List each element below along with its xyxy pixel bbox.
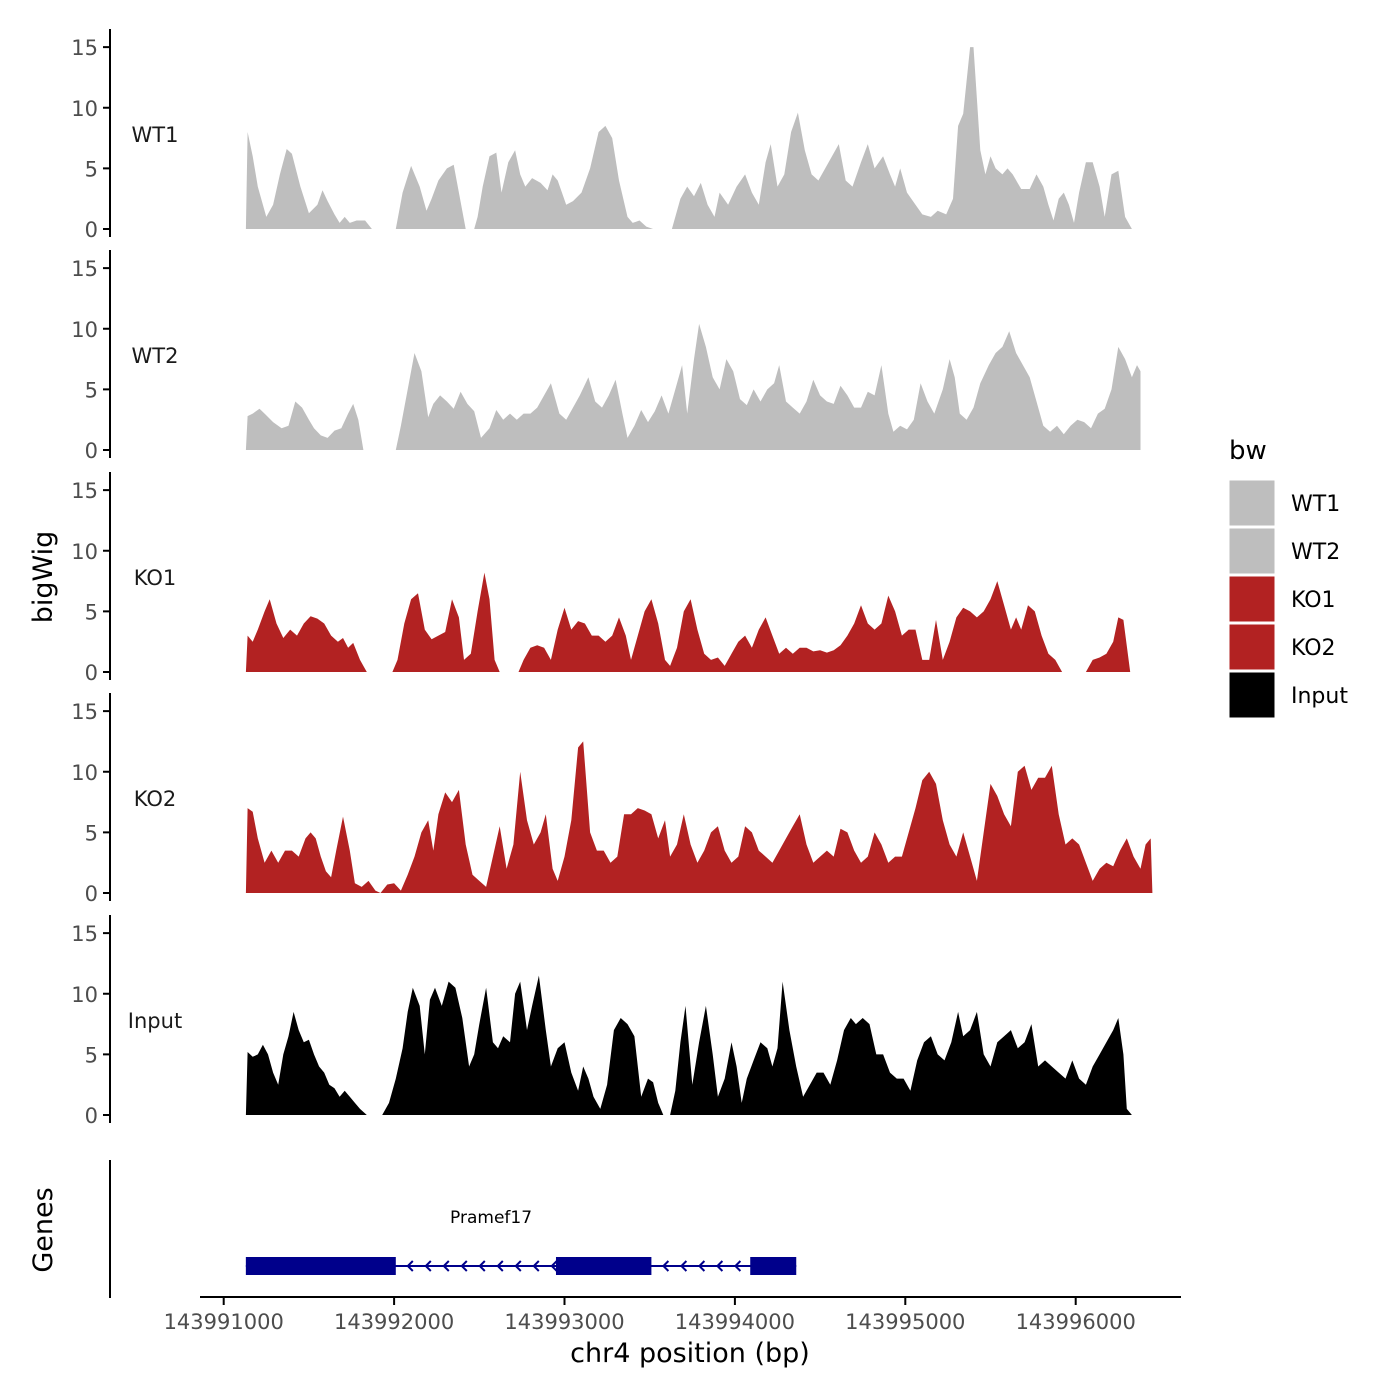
strand-arrow: [442, 1260, 450, 1272]
y-tick-label: 10: [71, 97, 98, 121]
panel-input: 0 5 10 15 Input: [71, 915, 1132, 1128]
y-tick-label: 5: [85, 378, 98, 402]
y-tick-label: 5: [85, 821, 98, 845]
y-tick-label: 5: [85, 1043, 98, 1067]
y-tick-label: 0: [85, 1104, 98, 1128]
strand-arrow: [679, 1260, 688, 1272]
coverage-area-wt2: [245, 323, 1141, 450]
gene-track: Genes Pramef17: [28, 1160, 797, 1298]
y-axis-title: bigWig: [28, 531, 59, 624]
panel-wt2: 0 5 10 15 WT2: [71, 250, 1141, 463]
legend-item-ko2: KO2: [1228, 623, 1336, 671]
y-tick-label: 10: [71, 540, 98, 564]
legend-label: WT1: [1291, 492, 1340, 517]
y-tick-label: 0: [85, 439, 98, 463]
legend-item-wt1: WT1: [1228, 479, 1340, 527]
x-axis: 143991000 143992000 143993000 143994000 1439…: [164, 1296, 1181, 1369]
legend-item-ko1: KO1: [1228, 575, 1336, 623]
gene-name-label: Pramef17: [450, 1208, 532, 1228]
strand-arrow: [406, 1260, 414, 1272]
gene-strand-arrows: [406, 1260, 742, 1272]
y-tick-label: 10: [71, 318, 98, 342]
strand-arrow: [550, 1260, 558, 1272]
panel-label: KO1: [134, 566, 177, 590]
x-tick-label: 143994000: [675, 1310, 795, 1334]
strand-arrow: [715, 1260, 724, 1272]
strand-arrow: [514, 1260, 522, 1272]
legend-label: Input: [1291, 684, 1348, 709]
y-tick-label: 10: [71, 983, 98, 1007]
panel-wt1: 0 5 10 15 WT1: [71, 29, 1132, 242]
legend-swatch: [1228, 575, 1276, 623]
legend-items: WT1 WT2 KO1 KO2 Input: [1228, 479, 1348, 719]
strand-arrow: [496, 1260, 504, 1272]
strand-arrow: [697, 1260, 706, 1272]
strand-arrow: [478, 1260, 486, 1272]
legend-swatch: [1228, 479, 1276, 527]
y-tick-label: 0: [85, 661, 98, 685]
y-tick-label: 5: [85, 600, 98, 624]
x-tick-label: 143992000: [334, 1310, 454, 1334]
strand-arrow: [733, 1260, 742, 1272]
legend-label: KO2: [1291, 636, 1336, 661]
legend-item-input: Input: [1228, 671, 1348, 719]
panel-ko2: 0 5 10 15 KO2: [71, 693, 1153, 906]
strand-arrow: [424, 1260, 432, 1272]
coverage-area-ko2: [245, 741, 1153, 893]
panel-label: KO2: [134, 787, 177, 811]
y-tick-label: 15: [71, 257, 98, 281]
legend-label: WT2: [1291, 540, 1340, 565]
x-axis-ticks: 143991000 143992000 143993000 143994000 1439…: [164, 1297, 1136, 1334]
y-tick-label: 10: [71, 761, 98, 785]
gene-exon: [750, 1257, 797, 1275]
y-tick-label: 15: [71, 700, 98, 724]
legend-swatch: [1228, 527, 1276, 575]
gene-exon: [555, 1257, 652, 1275]
legend-swatch: [1228, 623, 1276, 671]
legend-item-wt2: WT2: [1228, 527, 1340, 575]
coverage-area-input: [245, 975, 1132, 1115]
x-tick-label: 143991000: [164, 1310, 284, 1334]
y-tick-label: 0: [85, 218, 98, 242]
y-tick-label: 15: [71, 479, 98, 503]
coverage-area-ko1: [245, 572, 1131, 672]
y-tick-label: 15: [71, 36, 98, 60]
y-tick-label: 15: [71, 922, 98, 946]
strand-arrow: [460, 1260, 468, 1272]
strand-arrow: [532, 1260, 540, 1272]
legend-swatch: [1228, 671, 1276, 719]
gene-track-label: Genes: [28, 1187, 59, 1272]
coverage-panels: 0 5 10 15 WT1 0 5 10 15 WT2 0 5 10 15 KO1 0 5 10 15 KO2 0 5 10…: [71, 29, 1153, 1128]
y-tick-label: 0: [85, 882, 98, 906]
legend: bw WT1 WT2 KO1 KO2 Input: [1228, 436, 1348, 719]
panel-label: WT1: [132, 123, 179, 147]
panel-label: WT2: [132, 344, 179, 368]
coverage-area-wt1: [245, 47, 1132, 229]
gene-exons: [245, 1257, 797, 1275]
y-tick-label: 5: [85, 157, 98, 181]
panel-label: Input: [128, 1009, 182, 1033]
x-tick-label: 143996000: [1016, 1310, 1136, 1334]
legend-label: KO1: [1291, 588, 1336, 613]
x-axis-title: chr4 position (bp): [570, 1338, 810, 1369]
x-tick-label: 143995000: [845, 1310, 965, 1334]
strand-arrow: [661, 1260, 670, 1272]
panel-ko1: 0 5 10 15 KO1: [71, 472, 1131, 685]
x-tick-label: 143993000: [504, 1310, 624, 1334]
legend-title: bw: [1229, 436, 1267, 466]
gene-exon: [245, 1257, 396, 1275]
